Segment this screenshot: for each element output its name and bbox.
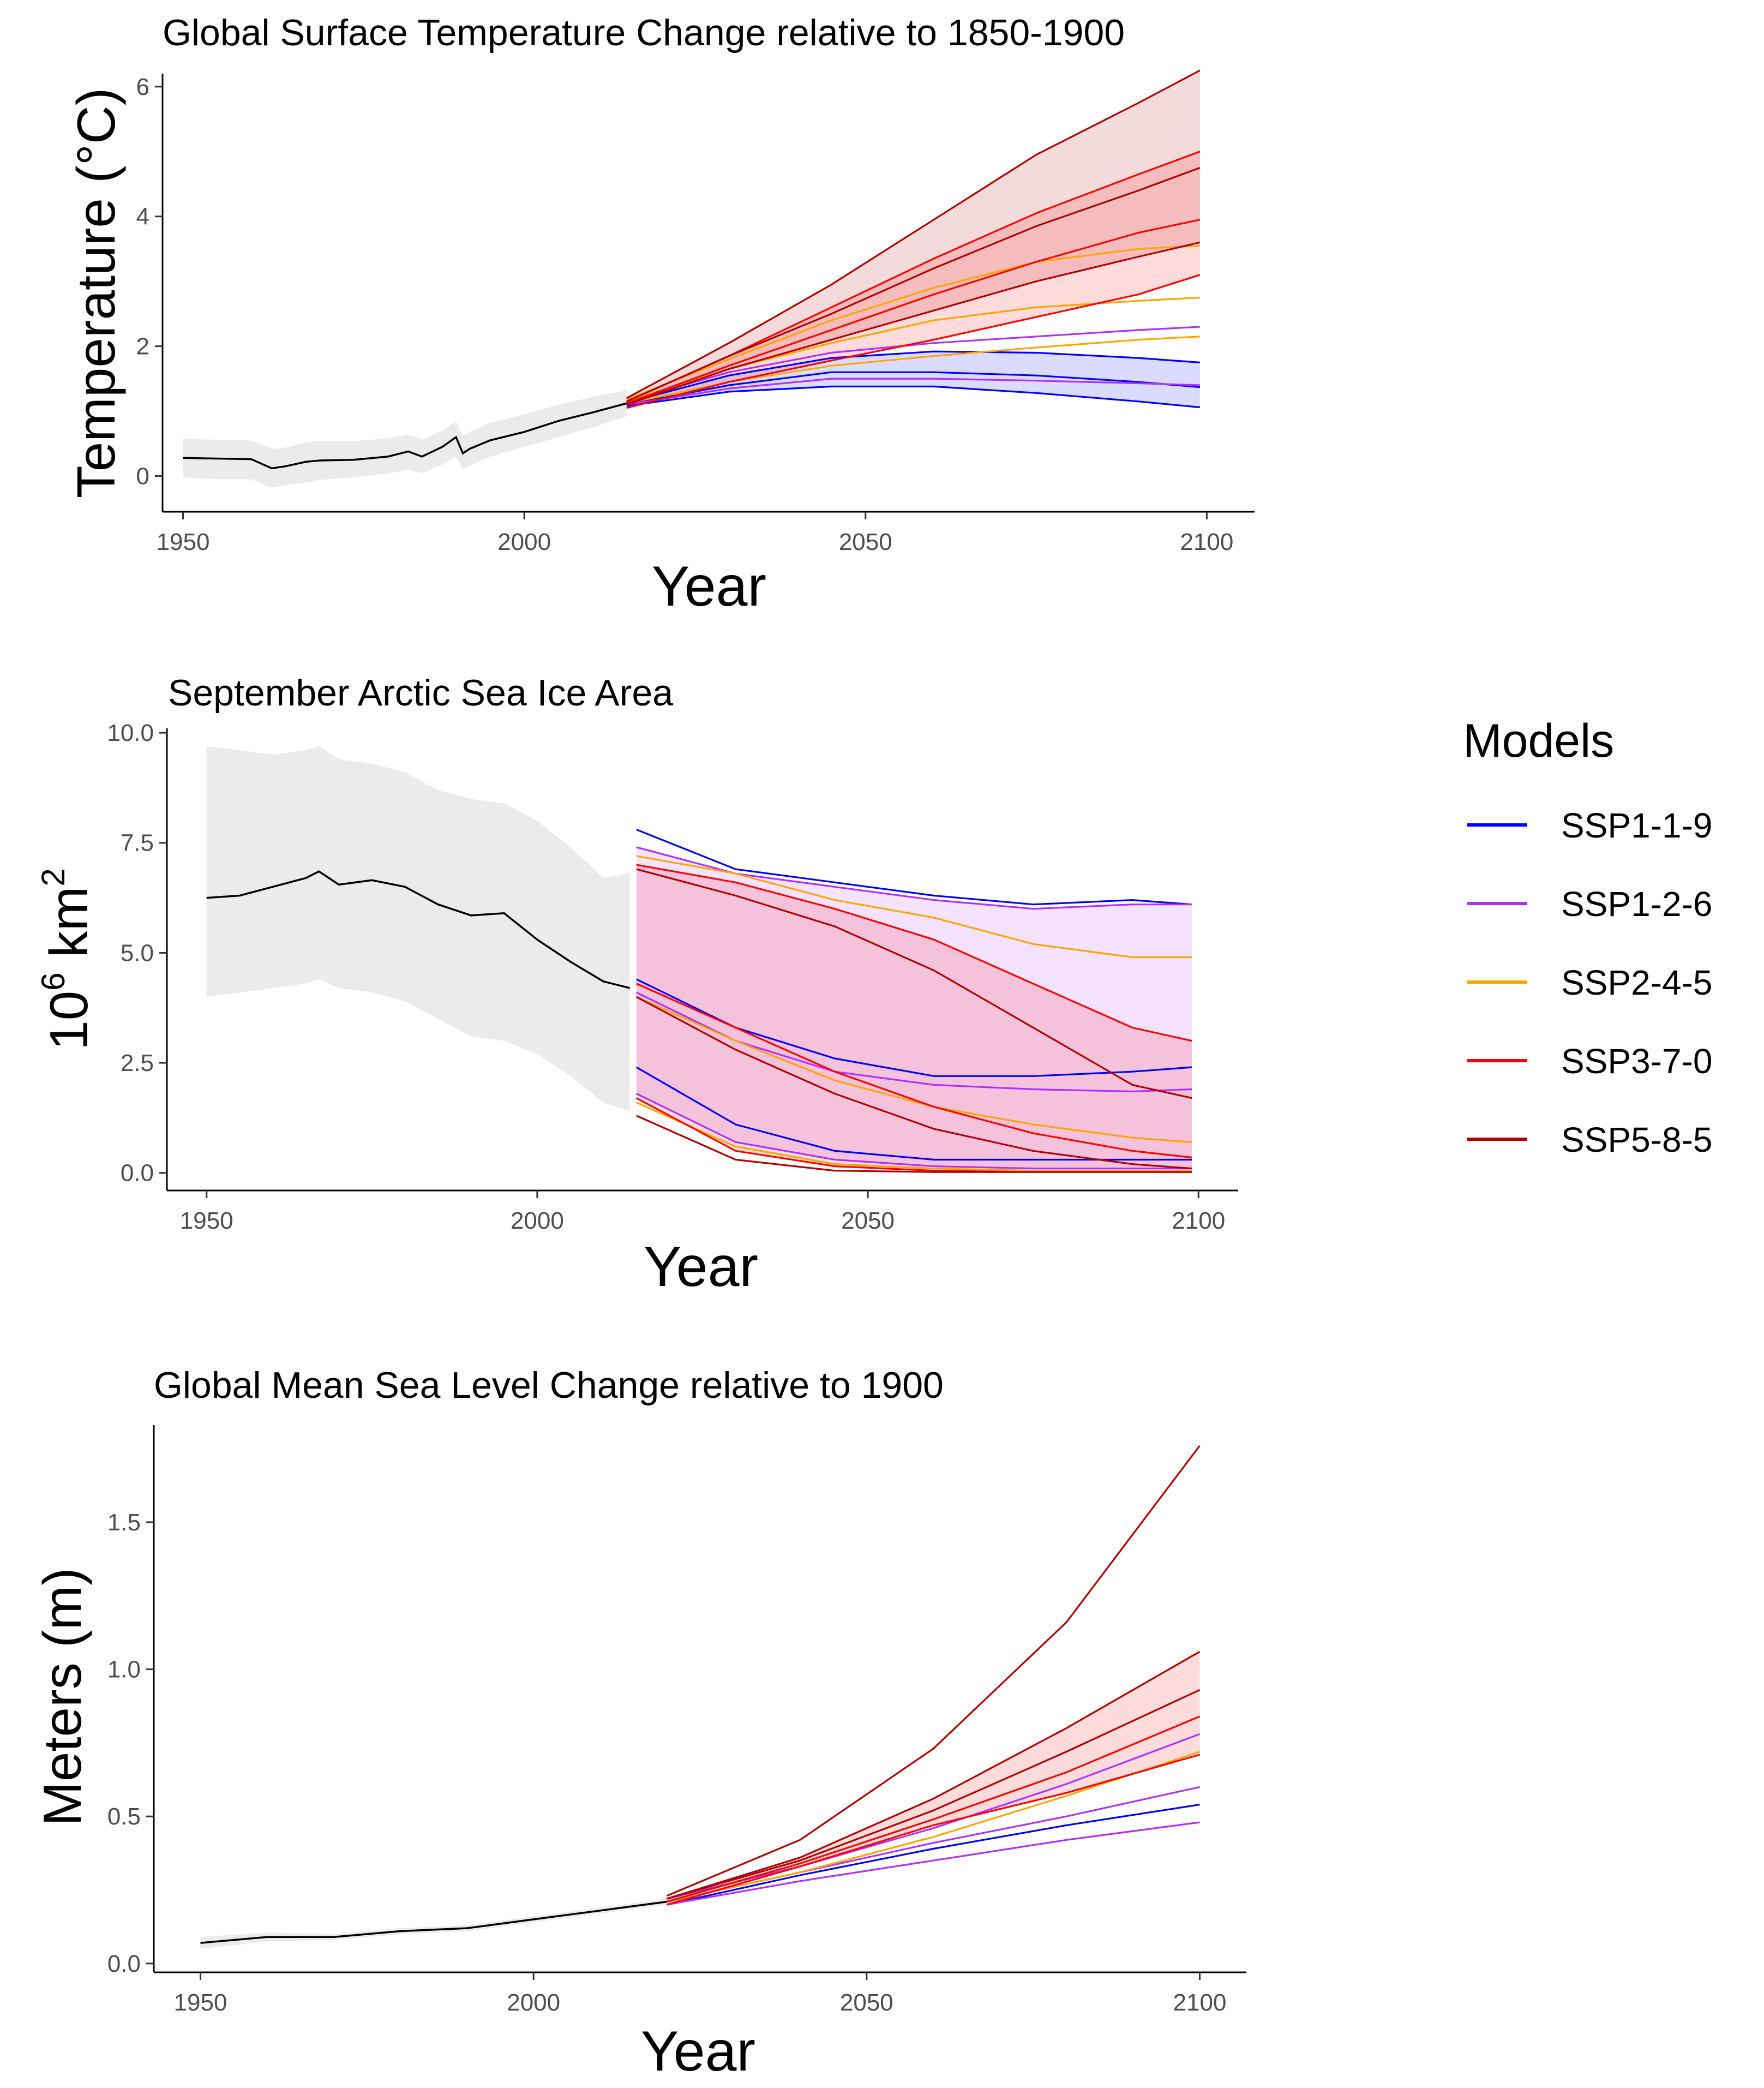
line-ssp1-1-9: [626, 350, 1201, 404]
line-ssp3-7-0: [636, 983, 1192, 1159]
sea-ice-panel: September Arctic Sea Ice Area 1950 2000 20…: [35, 672, 1238, 1299]
line-ssp3-7-0: [626, 219, 1201, 404]
y-tick-label: 2: [136, 333, 149, 360]
line-ssp2-4-5: [667, 1751, 1201, 1903]
line-ssp1-2-6: [626, 326, 1200, 403]
historical-range-band: [200, 1899, 667, 1949]
band-ssp1-2-6: [636, 847, 1192, 1169]
x-tick-label: 2000: [507, 1989, 560, 2016]
x-tick-label: 1950: [157, 529, 210, 555]
line-ssp5-8-5: [666, 1445, 1201, 1897]
historical-range-band: [183, 390, 627, 488]
line-ssp1-1-9: [626, 371, 1201, 406]
legend: Models SSP1-1-9 SSP1-2-6 SSP2-4-5 SSP3-7-0 S…: [1463, 715, 1712, 1159]
x-axis-title: Year: [652, 555, 766, 618]
y-tick-label: 10.0: [107, 720, 154, 746]
band-ssp3-7-0: [667, 1652, 1200, 1905]
line-ssp1-2-6: [667, 1821, 1200, 1906]
line-ssp2-4-5: [626, 244, 1200, 400]
x-tick-label: 2100: [1180, 529, 1233, 555]
line-ssp5-8-5: [626, 69, 1201, 399]
line-ssp1-1-9: [667, 1804, 1200, 1906]
y-tick-label: 0.0: [121, 1160, 154, 1187]
y-axis-title: Meters (m): [32, 1568, 92, 1826]
legend-label-ssp1-2-6: SSP1-2-6: [1561, 884, 1712, 924]
y-tick-label: 0.5: [107, 1803, 141, 1830]
line-ssp5-8-5: [636, 1115, 1192, 1173]
line-ssp5-8-5: [636, 996, 1192, 1170]
line-ssp1-2-6: [636, 1093, 1192, 1170]
historical-line: [200, 1900, 667, 1944]
line-ssp1-1-9: [636, 1066, 1192, 1161]
y-tick-label: 6: [136, 74, 149, 100]
panel-title: Global Surface Temperature Change relati…: [163, 12, 1125, 53]
y-axis-title: Temperature (°C): [66, 88, 126, 499]
line-ssp2-4-5: [636, 1102, 1192, 1172]
x-tick-label: 1950: [180, 1207, 233, 1234]
x-tick-label: 2050: [839, 529, 892, 555]
line-ssp5-8-5: [666, 1650, 1201, 1900]
legend-label-ssp3-7-0: SSP3-7-0: [1561, 1042, 1712, 1081]
x-tick-label: 2100: [1172, 1207, 1225, 1234]
svg-text:106 km2: 106 km2: [35, 868, 99, 1050]
legend-label-ssp1-1-9: SSP1-1-9: [1561, 806, 1712, 845]
y-tick-label: 0.0: [107, 1951, 141, 1977]
y-axis-title: 106 km2: [35, 868, 99, 1050]
y-tick-label: 5.0: [121, 940, 154, 966]
line-ssp3-7-0: [636, 864, 1192, 1042]
temperature-panel: Global Surface Temperature Change relati…: [66, 12, 1255, 618]
x-axis-title: Year: [641, 2020, 755, 2083]
legend-title: Models: [1463, 715, 1614, 767]
band-ssp5-8-5: [626, 70, 1200, 405]
line-ssp3-7-0: [666, 1715, 1201, 1903]
line-ssp1-2-6: [626, 378, 1200, 406]
panel-title: September Arctic Sea Ice Area: [168, 672, 673, 714]
line-ssp1-2-6: [667, 1733, 1201, 1900]
x-tick-label: 2100: [1173, 1989, 1227, 2016]
line-ssp3-7-0: [666, 1754, 1200, 1906]
line-ssp2-4-5: [636, 855, 1192, 959]
x-axis-title: Year: [644, 1235, 758, 1299]
x-tick-label: 2000: [511, 1207, 564, 1234]
legend-label-ssp5-8-5: SSP5-8-5: [1561, 1120, 1712, 1159]
legend-label-ssp2-4-5: SSP2-4-5: [1561, 963, 1712, 1002]
historical-range-band: [206, 746, 630, 1111]
historical-line: [183, 402, 627, 470]
line-ssp5-8-5: [666, 1689, 1201, 1900]
line-ssp3-7-0: [626, 274, 1201, 409]
line-ssp5-8-5: [626, 166, 1201, 403]
x-tick-label: 2050: [840, 1989, 893, 2016]
line-ssp1-1-9: [626, 385, 1201, 409]
y-tick-label: 1.0: [107, 1656, 141, 1683]
x-tick-label: 2050: [841, 1207, 895, 1234]
y-tick-label: 7.5: [121, 830, 154, 857]
line-ssp5-8-5: [636, 868, 1192, 1099]
y-tick-label: 2.5: [121, 1050, 154, 1076]
sea-level-panel: Global Mean Sea Level Change relative to…: [32, 1365, 1246, 2083]
panel-title: Global Mean Sea Level Change relative to…: [154, 1365, 944, 1406]
x-tick-label: 2000: [497, 529, 551, 555]
historical-line: [206, 870, 631, 989]
y-tick-label: 4: [136, 204, 149, 230]
x-tick-label: 1950: [174, 1989, 227, 2016]
band-ssp3-7-0: [636, 865, 1192, 1172]
line-ssp1-1-9: [636, 829, 1192, 906]
line-ssp5-8-5: [626, 241, 1201, 406]
y-tick-label: 1.5: [107, 1509, 141, 1536]
y-tick-label: 0: [136, 463, 149, 490]
